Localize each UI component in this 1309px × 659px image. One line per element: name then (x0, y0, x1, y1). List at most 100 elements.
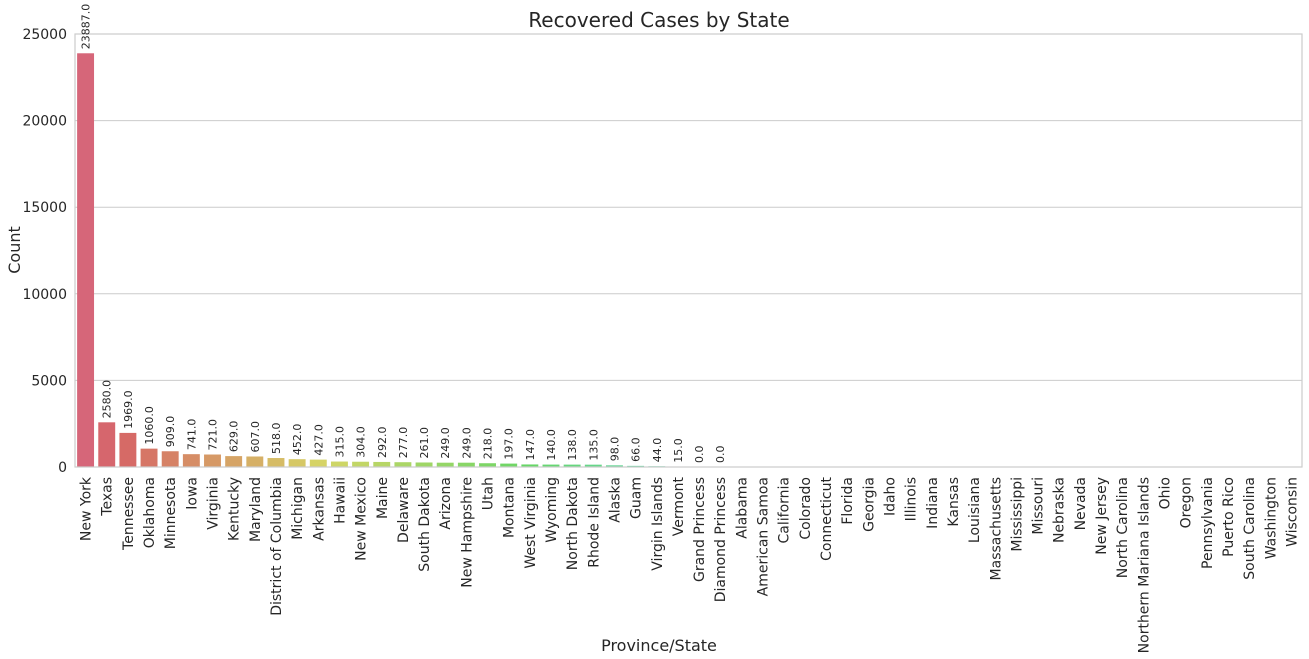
data-label: 66.0 (630, 437, 643, 462)
x-tick-label: Mississippi (1009, 477, 1025, 552)
bar (119, 432, 137, 467)
x-tick-labels: New York Texas Tennessee Oklahoma Minnesota I… (79, 476, 1301, 653)
x-tick-label: Nebraska (1052, 477, 1068, 543)
x-tick-label: New Mexico (354, 477, 370, 561)
x-tick-label: Ohio (1157, 477, 1173, 509)
bars (77, 53, 687, 467)
x-tick-label: West Virginia (523, 477, 539, 569)
bar (330, 461, 348, 467)
x-tick-label: Alabama (734, 477, 750, 539)
x-tick-label: Utah (481, 477, 497, 510)
data-label: 721.0 (207, 419, 220, 451)
x-tick-label: Vermont (671, 476, 687, 536)
x-tick-label: American Samoa (756, 477, 772, 596)
x-tick-label: Arizona (438, 477, 454, 530)
x-tick-label: Grand Princess (692, 477, 708, 582)
data-label: 138.0 (566, 429, 579, 461)
bar (267, 458, 285, 467)
x-tick-label: Montana (502, 477, 518, 538)
data-label: 135.0 (587, 429, 600, 461)
x-tick-label: Kentucky (227, 477, 243, 541)
data-label: 629.0 (228, 421, 241, 453)
x-tick-label: South Dakota (417, 477, 433, 572)
data-label: 147.0 (524, 429, 537, 461)
bar (394, 462, 412, 467)
x-tick-label: Oregon (1179, 477, 1195, 528)
data-label: 741.0 (185, 419, 198, 451)
data-label: 0.0 (714, 446, 727, 464)
x-tick-label: North Carolina (1115, 477, 1131, 578)
x-tick-label: Alaska (607, 477, 623, 523)
x-tick-label: North Dakota (565, 477, 581, 570)
bar (605, 465, 623, 467)
data-label: 427.0 (312, 424, 325, 456)
y-tick-label: 15000 (22, 200, 67, 216)
plot-frame (74, 33, 1303, 468)
x-tick-label: Hawaii (332, 477, 348, 524)
x-tick-label: Illinois (904, 477, 920, 521)
x-tick-label: Rhode Island (586, 477, 602, 568)
x-tick-label: Idaho (882, 477, 898, 516)
chart-title: Recovered Cases by State (528, 8, 789, 32)
bar (521, 464, 539, 467)
data-label: 98.0 (608, 437, 621, 462)
y-tick-label: 20000 (22, 114, 67, 130)
bar (182, 454, 200, 467)
bar (288, 459, 306, 467)
y-tick-label: 10000 (22, 287, 67, 303)
y-tick-label: 5000 (31, 373, 67, 389)
x-tick-label: Arkansas (311, 477, 327, 541)
x-tick-label: Pennsylvania (1200, 477, 1216, 569)
x-tick-label: Georgia (861, 477, 877, 532)
x-tick-label: District of Columbia (269, 477, 285, 616)
bar (140, 448, 158, 467)
x-tick-label: Florida (840, 477, 856, 525)
y-axis-label: Count (5, 226, 24, 274)
data-label: 1060.0 (143, 406, 156, 445)
data-label: 304.0 (355, 426, 368, 458)
x-tick-label: Wisconsin (1284, 477, 1300, 547)
x-tick-label: California (777, 477, 793, 543)
data-label: 277.0 (397, 427, 410, 459)
x-tick-label: Missouri (1031, 477, 1047, 535)
x-tick-label: Minnesota (163, 477, 179, 549)
x-tick-label: Massachusetts (988, 477, 1004, 580)
bar (309, 459, 327, 467)
x-tick-label: Louisiana (967, 477, 983, 543)
x-tick-label: Michigan (290, 477, 306, 540)
x-tick-label: Texas (100, 477, 116, 517)
bar (225, 456, 243, 467)
x-tick-label: Connecticut (819, 476, 835, 560)
data-label: 2580.0 (101, 380, 114, 419)
x-tick-label: Puerto Rico (1221, 477, 1237, 557)
data-label: 197.0 (503, 428, 516, 460)
grid-lines (75, 33, 1302, 468)
data-label: 261.0 (418, 427, 431, 459)
data-label: 140.0 (545, 429, 558, 461)
x-tick-label: Diamond Princess (713, 477, 729, 602)
bar (161, 451, 179, 467)
x-tick-label: Northern Mariana Islands (1136, 477, 1152, 653)
bar (373, 461, 391, 467)
data-labels: 23887.0 2580.0 1969.0 1060.0 909.0 741.0 721.0… (80, 4, 728, 463)
data-label: 1969.0 (122, 390, 135, 429)
x-tick-label: Virginia (206, 477, 222, 530)
data-label: 292.0 (376, 426, 389, 458)
data-label: 452.0 (291, 424, 304, 456)
bar (77, 53, 95, 467)
data-label: 23887.0 (80, 4, 93, 50)
x-tick-label: South Carolina (1242, 477, 1258, 580)
bar (204, 454, 221, 467)
bar (352, 461, 370, 467)
bar (542, 464, 560, 467)
data-label: 249.0 (460, 427, 473, 459)
x-tick-label: Colorado (798, 477, 814, 540)
x-tick-label: Guam (629, 477, 645, 519)
y-tick-labels: 0 5000 10000 15000 20000 25000 (22, 27, 67, 476)
data-label: 44.0 (651, 438, 664, 463)
bar (415, 462, 433, 467)
bar (479, 463, 496, 467)
data-label: 15.0 (672, 438, 685, 463)
x-tick-label: New Hampshire (459, 477, 475, 588)
